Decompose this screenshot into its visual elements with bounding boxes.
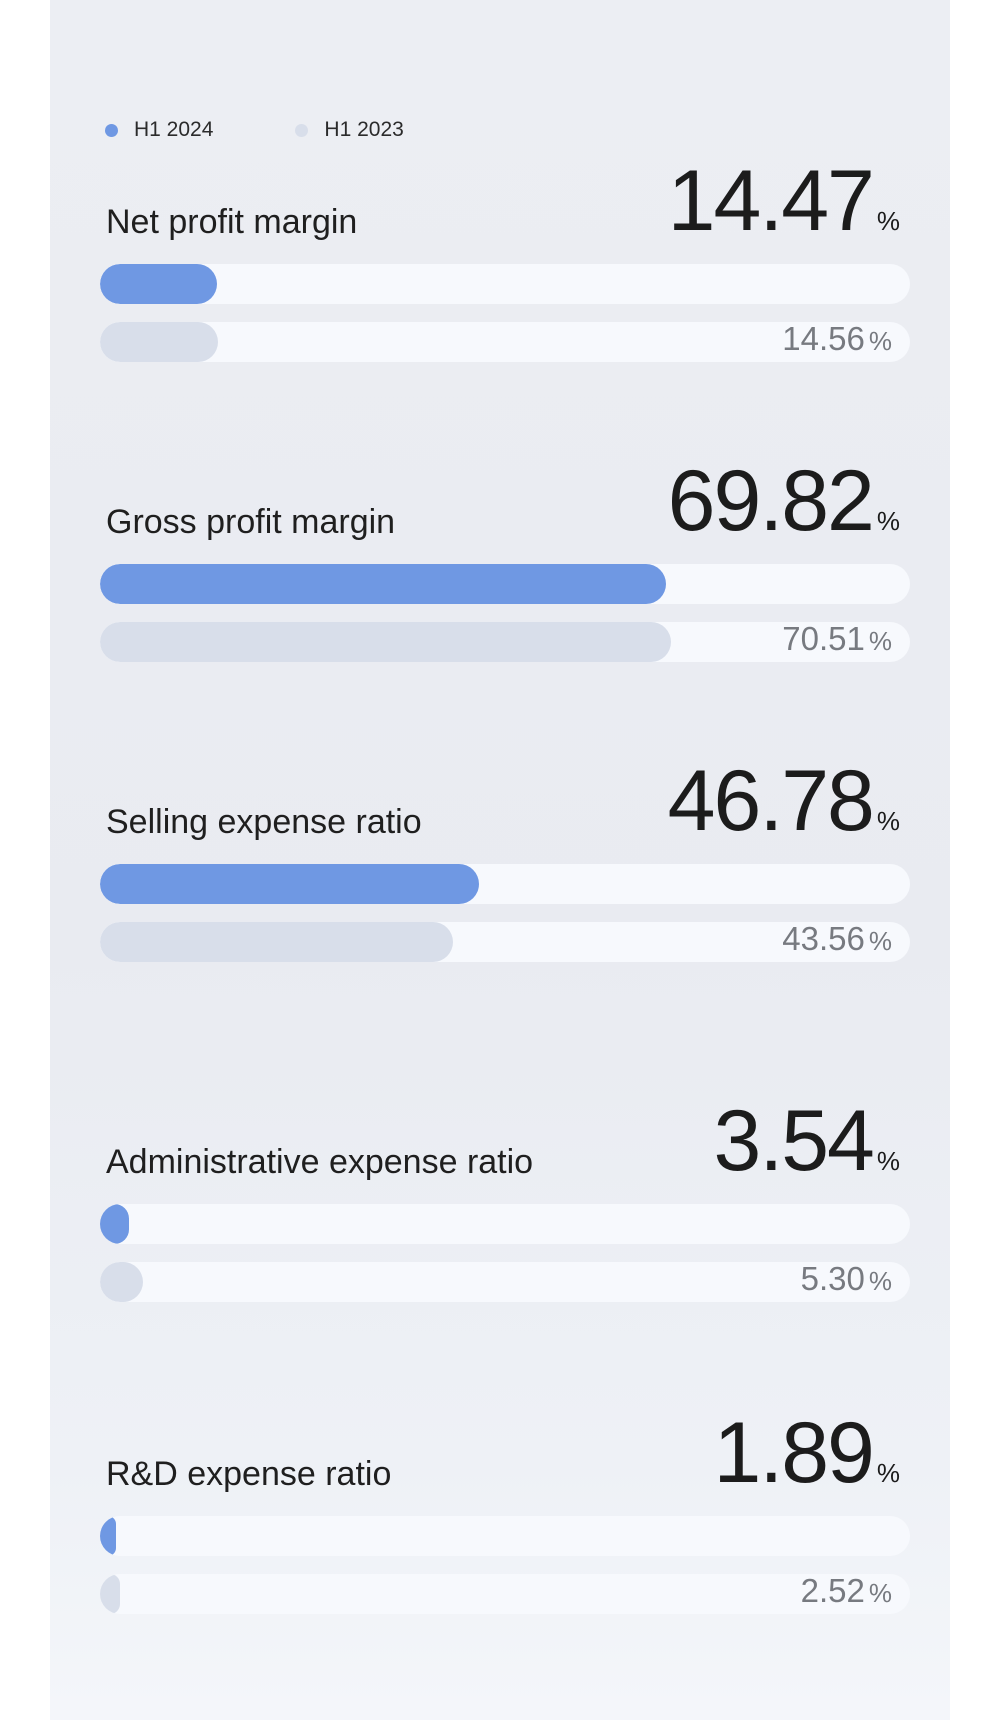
legend-label-previous: H1 2023: [324, 118, 404, 141]
bar-current: [100, 1516, 116, 1556]
track-previous: 14.56 %: [100, 322, 910, 362]
previous-value-number: 5.30: [800, 1262, 865, 1297]
metric-label: Gross profit margin: [106, 503, 396, 541]
bar-previous: [100, 1262, 143, 1302]
metric-current-value: 69.82 %: [668, 458, 900, 544]
metric-administrative-expense-ratio: Administrative expense ratio 3.54 % 5.30…: [100, 1098, 910, 1302]
metric-label: Selling expense ratio: [106, 803, 422, 841]
bar-current: [100, 1204, 129, 1244]
metric-current-value: 14.47 %: [668, 158, 900, 244]
legend-marker-previous: [295, 123, 309, 137]
previous-value-number: 70.51: [782, 622, 865, 657]
metric-current-value: 3.54 %: [713, 1098, 900, 1184]
previous-value-number: 43.56: [782, 922, 865, 957]
track-previous: 2.52 %: [100, 1574, 910, 1614]
previous-value-number: 2.52: [800, 1574, 865, 1609]
current-value-unit: %: [876, 506, 900, 536]
previous-value-unit: %: [868, 626, 892, 656]
metric-label: Administrative expense ratio: [106, 1143, 534, 1181]
bar-previous: [100, 622, 672, 662]
current-value-unit: %: [876, 1146, 900, 1176]
metric-current-value: 46.78 %: [668, 758, 900, 844]
previous-value: 5.30 %: [801, 1262, 892, 1298]
legend-marker-current: [105, 123, 118, 137]
metric-net-profit-margin: Net profit margin 14.47 % 14.56 %: [100, 158, 910, 362]
bar-current: [100, 264, 218, 304]
metric-current-value: 1.89 %: [713, 1410, 900, 1496]
previous-value-unit: %: [868, 1578, 892, 1608]
previous-value-unit: %: [868, 326, 892, 356]
track-current: [100, 564, 910, 604]
metric-label: Net profit margin: [106, 203, 358, 241]
current-value-unit: %: [876, 806, 900, 836]
legend: H1 2024 H1 2023: [105, 116, 486, 144]
current-value-number: 14.47: [667, 153, 875, 249]
bar-previous: [100, 922, 453, 962]
previous-value-unit: %: [868, 926, 892, 956]
previous-value: 70.51 %: [782, 622, 892, 658]
track-current: [100, 1204, 910, 1244]
previous-value: 14.56 %: [782, 322, 892, 358]
previous-value: 2.52 %: [801, 1574, 892, 1610]
current-value-unit: %: [876, 1458, 900, 1488]
track-current: [100, 264, 910, 304]
legend-item-current: H1 2024: [105, 118, 213, 142]
bar-current: [100, 564, 666, 604]
bar-previous: [100, 322, 218, 362]
metric-label: R&D expense ratio: [106, 1455, 392, 1493]
bar-previous: [100, 1574, 121, 1614]
legend-label-current: H1 2024: [134, 118, 214, 141]
current-value-number: 46.78: [667, 753, 875, 849]
metric-gross-profit-margin: Gross profit margin 69.82 % 70.51 %: [100, 458, 910, 662]
metric-selling-expense-ratio: Selling expense ratio 46.78 % 43.56 %: [100, 758, 910, 962]
current-value-number: 69.82: [667, 453, 875, 549]
current-value-unit: %: [876, 206, 900, 236]
previous-value-unit: %: [868, 1266, 892, 1296]
bar-current: [100, 864, 479, 904]
track-previous: 5.30 %: [100, 1262, 910, 1302]
track-previous: 70.51 %: [100, 622, 910, 662]
track-current: [100, 1516, 910, 1556]
current-value-number: 1.89: [713, 1405, 874, 1501]
current-value-number: 3.54: [713, 1093, 874, 1189]
track-previous: 43.56 %: [100, 922, 910, 962]
legend-item-previous: H1 2023: [295, 118, 404, 142]
track-current: [100, 864, 910, 904]
previous-value-number: 14.56: [782, 322, 865, 357]
metric-rd-expense-ratio: R&D expense ratio 1.89 % 2.52 %: [100, 1410, 910, 1614]
previous-value: 43.56 %: [782, 922, 892, 958]
